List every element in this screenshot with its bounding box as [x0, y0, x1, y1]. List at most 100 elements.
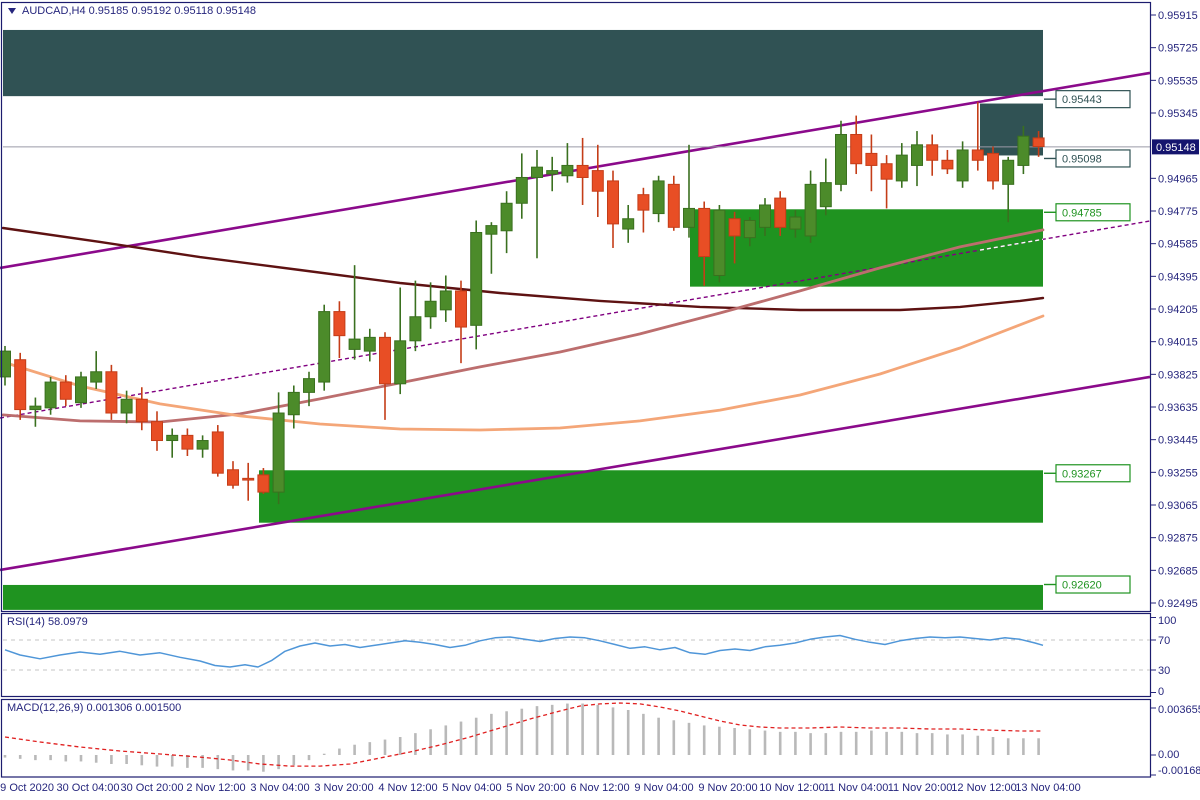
price-axis-label: 0.94205	[1158, 304, 1198, 316]
candlestick	[591, 170, 604, 192]
time-axis-label: 11 Nov 04:00	[824, 782, 889, 794]
ma-fast-salmon[interactable]	[1, 314, 1045, 432]
demand-zone-3[interactable]	[3, 584, 1043, 610]
candlestick	[561, 164, 574, 177]
symbol-info: AUDCAD,H4 0.95185 0.95192 0.95118 0.9514…	[8, 5, 256, 17]
candlestick	[850, 133, 863, 165]
candlestick	[819, 182, 832, 208]
rsi-axis-label: 70	[1158, 635, 1170, 647]
candlestick	[424, 300, 437, 318]
candlestick	[14, 359, 27, 411]
candlestick	[105, 371, 118, 414]
candlestick	[667, 183, 680, 228]
rsi-indicator-label: RSI(14) 58.0979	[7, 616, 88, 628]
time-axis-label: 2 Nov 12:00	[186, 782, 245, 794]
candlestick	[515, 176, 528, 204]
candlestick	[652, 180, 665, 215]
price-callout-box[interactable]	[1055, 575, 1131, 594]
candlestick	[455, 290, 467, 328]
candlestick	[789, 216, 802, 230]
candlestick	[728, 218, 741, 237]
price-axis-label: 0.93445	[1158, 435, 1198, 447]
price-axis-label: 0.94395	[1158, 271, 1198, 283]
candlestick	[622, 218, 635, 230]
candlestick	[211, 431, 224, 474]
time-axis-label: 30 Oct 20:00	[121, 782, 184, 794]
candlestick	[500, 202, 513, 232]
price-axis-label: 0.93825	[1158, 369, 1198, 381]
candlestick	[394, 340, 407, 385]
time-axis-label: 4 Nov 12:00	[378, 782, 437, 794]
time-axis-label: 3 Nov 04:00	[250, 782, 309, 794]
price-callout-text: 0.93267	[1062, 468, 1102, 480]
channel-upper[interactable]	[0, 71, 1151, 270]
macd-axis-label: 0.00	[1158, 749, 1179, 761]
candlestick	[242, 477, 255, 481]
ma-slow-dark[interactable]	[1, 226, 1045, 312]
price-callout-box[interactable]	[1055, 90, 1131, 109]
time-axis-label: 6 Nov 12:00	[570, 782, 629, 794]
candlestick	[303, 378, 315, 393]
candlestick	[59, 381, 72, 400]
candlestick	[1032, 137, 1045, 148]
candlestick	[0, 350, 11, 378]
price-axis-label: 0.95535	[1158, 75, 1198, 87]
current-price-badge	[1152, 139, 1199, 155]
price-axis-label: 0.95725	[1158, 43, 1198, 55]
time-axis-label: 12 Nov 12:00	[951, 782, 1016, 794]
candlestick	[987, 152, 999, 182]
candlestick	[166, 434, 179, 442]
price-axis-label: 0.92875	[1158, 533, 1198, 545]
candlestick	[607, 180, 619, 225]
trend-dashed-overlay	[979, 238, 1044, 251]
trend-dashed[interactable]	[0, 220, 1151, 419]
supply-zone-near[interactable]	[980, 103, 1043, 156]
candlestick	[546, 170, 559, 175]
price-axis-label: 0.94585	[1158, 239, 1198, 251]
candlestick	[257, 474, 270, 493]
chevron-down-icon[interactable]	[8, 8, 16, 14]
price-axis-label: 0.93065	[1158, 500, 1198, 512]
channel-lower[interactable]	[0, 375, 1151, 572]
rsi-axis-label: 30	[1158, 665, 1170, 677]
price-callout-box[interactable]	[1055, 203, 1131, 222]
candlestick	[971, 149, 984, 161]
time-axis-label: 3 Nov 20:00	[314, 782, 373, 794]
candlestick	[151, 421, 163, 442]
time-axis-label: 11 Nov 20:00	[888, 782, 953, 794]
candlestick	[90, 371, 103, 383]
candlestick	[774, 197, 787, 228]
candlestick	[941, 159, 954, 170]
panel-border-1	[0, 612, 1152, 698]
candlestick	[348, 338, 361, 350]
demand-zone-2[interactable]	[259, 470, 1043, 523]
candlestick	[926, 144, 939, 161]
ma-mid-rosy[interactable]	[1, 228, 1045, 424]
price-callout-box[interactable]	[1055, 149, 1131, 168]
rsi-axis-label: 0	[1158, 686, 1164, 698]
candlestick	[29, 405, 42, 411]
supply-zone-top[interactable]	[3, 29, 1043, 97]
price-callout-text: 0.94785	[1062, 207, 1102, 219]
macd-signal-line	[4, 702, 1043, 767]
price-axis-label: 0.94965	[1158, 173, 1198, 185]
price-axis-label: 0.95915	[1158, 10, 1198, 22]
price-callout-box[interactable]	[1055, 464, 1131, 483]
panel-border-0	[0, 1, 1152, 613]
candlestick	[333, 311, 346, 337]
candlestick	[1017, 135, 1030, 166]
time-axis-label: 9 Nov 04:00	[634, 782, 693, 794]
candlestick	[227, 469, 239, 486]
price-axis-label: 0.93255	[1158, 467, 1198, 479]
price-axis-label: 0.95345	[1158, 108, 1198, 120]
candlestick	[804, 183, 817, 237]
macd-axis-label: 0.003655	[1158, 704, 1200, 716]
candlestick	[880, 163, 893, 180]
candlestick	[379, 336, 391, 385]
macd-indicator-label: MACD(12,26,9) 0.001306 0.001500	[7, 702, 182, 714]
candlestick	[181, 434, 194, 450]
candlestick	[576, 164, 589, 178]
price-axis-label: 0.94775	[1158, 206, 1198, 218]
candlestick	[272, 412, 285, 493]
